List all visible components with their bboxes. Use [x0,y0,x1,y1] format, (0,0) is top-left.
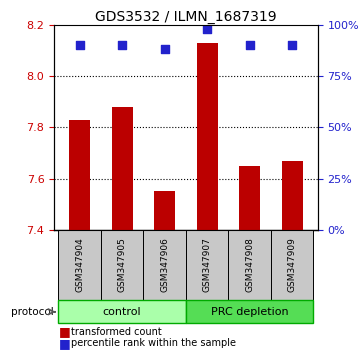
Text: control: control [103,307,142,317]
Bar [282,161,303,230]
Text: PRC depletion: PRC depletion [211,307,288,317]
Text: protocol: protocol [12,307,54,317]
FancyBboxPatch shape [186,300,313,324]
Text: ■: ■ [58,337,70,350]
Text: percentile rank within the sample: percentile rank within the sample [71,338,236,348]
Point [162,46,168,52]
FancyBboxPatch shape [143,230,186,300]
Bar [154,192,175,230]
Title: GDS3532 / ILMN_1687319: GDS3532 / ILMN_1687319 [95,10,277,24]
FancyBboxPatch shape [186,230,229,300]
FancyBboxPatch shape [58,300,186,324]
Bar [196,43,218,230]
Text: GSM347905: GSM347905 [118,238,127,292]
Bar [69,120,90,230]
Text: GSM347904: GSM347904 [75,238,84,292]
Text: GSM347909: GSM347909 [288,238,297,292]
Point [119,42,125,48]
Point [204,26,210,32]
Point [247,42,253,48]
Text: GSM347908: GSM347908 [245,238,254,292]
Point [77,42,83,48]
Text: GSM347907: GSM347907 [203,238,212,292]
Bar [112,107,133,230]
FancyBboxPatch shape [58,230,101,300]
Point [289,42,295,48]
FancyBboxPatch shape [101,230,143,300]
Text: GSM347906: GSM347906 [160,238,169,292]
FancyBboxPatch shape [271,230,313,300]
Text: transformed count: transformed count [71,327,162,337]
Bar [239,166,260,230]
FancyBboxPatch shape [229,230,271,300]
Text: ■: ■ [58,325,70,338]
